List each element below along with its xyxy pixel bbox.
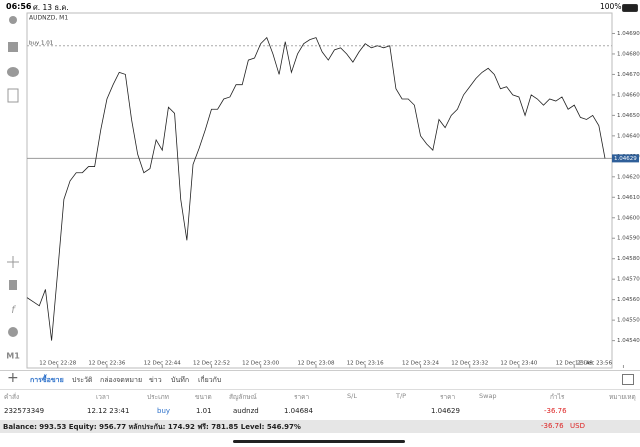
status-date: ศ. 13 ธ.ค. [33,3,69,12]
y-tick-label: 1.04550 [617,318,640,324]
chat-icon[interactable] [7,67,19,77]
home-indicator [233,440,405,443]
function-icon[interactable]: f [11,305,16,316]
column-header: S/L [347,392,357,400]
table-cell: audnzd [233,407,259,415]
y-tick-label: 1.04540 [617,338,640,344]
indicator-icon[interactable] [9,280,17,290]
x-tick-label: 12 Dec 23:48 [556,361,593,367]
status-time: 06:56 [6,2,32,11]
status-battery: 100% [600,2,622,11]
tab[interactable]: ประวัติ [72,376,93,384]
table-cell: buy [157,407,171,415]
column-header: สัญลักษณ์ [229,393,257,401]
column-header: หมายเหตุ [609,393,636,401]
total-profit: -36.76 [541,422,564,430]
divider [0,389,640,390]
battery-icon [622,4,638,12]
column-header: T/P [396,392,407,400]
column-header: ขนาด [195,393,212,401]
table-cell: 12.12 23:41 [87,407,130,415]
x-tick-label: 12 Dec 23:24 [402,361,439,367]
price-tag-label: 1.04629 [614,156,637,162]
x-tick-label: 12 Dec 23:40 [500,361,537,367]
table-cell: -36.76 [544,407,567,415]
column-header: กำไร [550,393,565,401]
x-tick-label: 12 Dec 23:56 [575,361,612,367]
y-tick-label: 1.04570 [617,277,640,283]
x-tick-label: 12 Dec 23:00 [242,361,279,367]
y-tick-label: 1.04560 [617,297,640,303]
trade-icon[interactable] [8,42,18,52]
tab[interactable]: กล่องจดหมาย [100,376,143,384]
column-header: เวลา [96,393,110,401]
column-header: Swap [479,392,497,400]
price-tag [612,154,639,163]
column-header: ราคา [440,393,456,401]
tab[interactable]: ข่าว [149,376,162,384]
price-line-series [26,36,606,341]
column-header: ราคา [294,393,310,401]
plot-frame [26,12,613,369]
y-tick-label: 1.04580 [617,256,640,262]
footer-bar [0,420,640,433]
y-tick-label: 1.04650 [617,113,640,119]
table-cell: 232573349 [4,407,45,415]
x-tick-label: 12 Dec 22:44 [144,361,181,367]
account-icon[interactable] [9,16,17,24]
table-cell: 1.04684 [284,407,313,415]
x-tick-label: 12 Dec 22:52 [193,361,230,367]
layout-icon[interactable] [622,374,634,385]
order-label: buy 1.01 [29,40,53,46]
tab[interactable]: เกี่ยวกับ [198,376,222,384]
column-header: คำสั่ง [4,393,20,401]
table-cell: 1.01 [196,407,212,415]
left-toolbar: f M1 [6,16,20,361]
y-tick-label: 1.04620 [617,174,640,180]
y-tick-label: 1.04600 [617,215,640,221]
x-tick-label: 12 Dec 23:32 [451,361,488,367]
timeframe-button[interactable]: M1 [6,352,20,361]
x-tick-label: 12 Dec 22:36 [88,361,125,367]
x-tick-label: 12 Dec 23:08 [298,361,335,367]
y-tick-label: 1.04590 [617,236,640,242]
y-tick-label: 1.04660 [617,92,640,98]
objects-icon[interactable] [8,327,18,337]
y-tick-label: 1.04690 [617,31,640,37]
account-summary: Balance: 993.53 Equity: 956.77 หลักประกั… [3,423,301,431]
crosshair-icon[interactable] [7,256,19,268]
y-tick-label: 1.04680 [617,51,640,57]
divider [0,370,640,371]
column-header: ประเภท [147,393,169,401]
y-tick-label: 1.04640 [617,133,640,139]
tab[interactable]: การซื้อขาย [30,376,64,384]
x-tick-label: 12 Dec 23:16 [347,361,384,367]
x-tick-label: 12 Dec 22:28 [39,361,76,367]
currency: USD [570,422,585,430]
table-cell: 1.04629 [431,407,460,415]
add-button[interactable]: + [7,370,19,386]
y-tick-label: 1.04610 [617,195,640,201]
tab[interactable]: บันทึก [171,376,190,384]
symbol-label: AUDNZD, M1 [29,15,68,22]
new-order-icon[interactable] [7,88,19,103]
y-tick-label: 1.04670 [617,72,640,78]
chart: AUDNZD, M1 1.04540 1.04550 1.04560 1.04570 1… [26,12,640,369]
